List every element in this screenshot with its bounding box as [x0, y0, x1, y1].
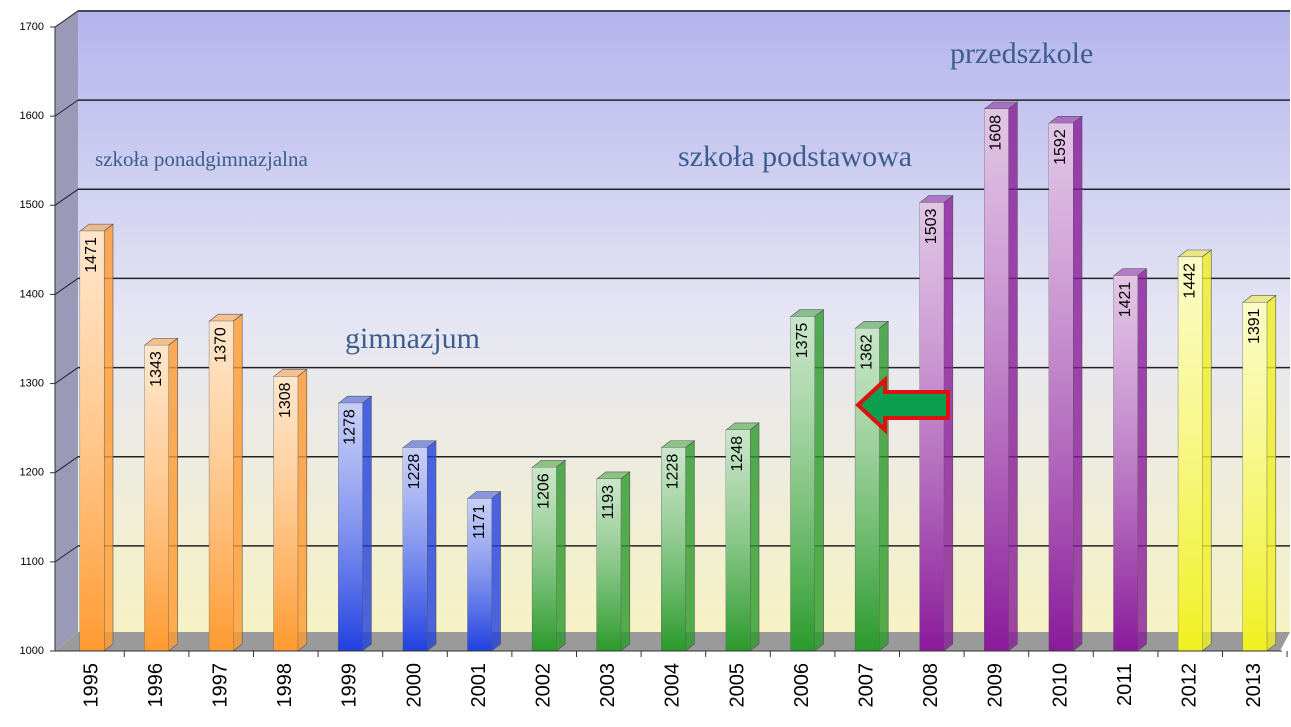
- x-tick-label: 2001: [468, 663, 490, 708]
- x-tick-label: 2006: [791, 663, 813, 708]
- bar-side: [1072, 115, 1083, 652]
- bar-shine: [790, 316, 815, 651]
- bar-side: [168, 337, 178, 652]
- side-wall: [55, 10, 78, 651]
- x-tick-label: 2010: [1049, 663, 1071, 708]
- value-label: 1308: [277, 382, 294, 418]
- grid-line: [54, 188, 79, 206]
- bar-shine: [532, 467, 557, 651]
- bar-shine: [144, 345, 169, 651]
- x-tick-label: 2007: [855, 663, 877, 708]
- bar-shine: [919, 202, 944, 651]
- value-label: 1391: [1246, 308, 1263, 344]
- x-tick-label: 1999: [339, 663, 361, 708]
- grid-line: [54, 99, 79, 117]
- arrow: [855, 375, 950, 435]
- bar-side: [362, 395, 372, 652]
- value-label: 1471: [83, 237, 100, 273]
- bar-side: [297, 368, 308, 652]
- value-label: 1362: [858, 334, 875, 370]
- bar-shine: [1178, 256, 1203, 651]
- y-tick-label: 1700: [20, 21, 44, 33]
- bar-side: [426, 440, 437, 652]
- bar-shine: [661, 447, 686, 651]
- bar-shine: [338, 403, 363, 651]
- x-tick-label: 1997: [209, 663, 231, 708]
- bar-shine: [984, 109, 1009, 652]
- x-tick-label: 2008: [920, 663, 942, 708]
- y-tick-label: 1200: [20, 467, 44, 479]
- bar-side: [620, 471, 631, 652]
- value-label: 1228: [406, 454, 423, 490]
- value-label: 1228: [665, 454, 682, 490]
- grid-line: [54, 545, 79, 563]
- y-tick-label: 1500: [20, 199, 44, 211]
- bar-shine: [596, 478, 621, 651]
- x-tick-label: 2000: [403, 663, 425, 708]
- value-label: 1608: [988, 115, 1005, 151]
- bar-shine: [1242, 302, 1267, 651]
- annotation: szkoła ponadgimnazjalna: [95, 147, 309, 171]
- bar-shine: [273, 376, 298, 651]
- value-label: 1442: [1181, 263, 1198, 299]
- annotation: przedszkole: [950, 37, 1093, 70]
- bar-side: [555, 459, 566, 652]
- x-tick-label: 2004: [662, 663, 684, 708]
- bar-side: [1201, 249, 1212, 652]
- y-tick-label: 1400: [20, 288, 44, 300]
- x-tick-label: 1996: [145, 663, 167, 708]
- x-tick-label: 2005: [726, 663, 748, 708]
- value-label: 1375: [794, 323, 811, 359]
- bar-side: [814, 309, 824, 652]
- bar-side: [103, 223, 114, 652]
- x-tick-label: 1998: [274, 663, 296, 708]
- bar-side: [1137, 268, 1147, 652]
- value-label: 1171: [471, 504, 488, 539]
- bar-side: [1008, 101, 1018, 652]
- y-tick-label: 1300: [20, 377, 44, 389]
- x-tick-label: 1995: [80, 663, 102, 708]
- grid-line: [54, 278, 79, 295]
- bar-shine: [726, 429, 750, 651]
- bar-side: [749, 422, 760, 652]
- x-tick-label: 2003: [597, 663, 619, 708]
- bar-shine: [467, 498, 492, 651]
- value-label: 1370: [212, 327, 229, 363]
- value-label: 1206: [535, 473, 552, 509]
- bar-side: [685, 440, 695, 652]
- grid-line: [54, 367, 79, 384]
- x-tick-label: 2002: [532, 663, 554, 708]
- y-tick-label: 1100: [20, 556, 44, 568]
- bar-side: [943, 194, 954, 652]
- value-label: 1248: [729, 436, 746, 472]
- bar-shine: [209, 321, 234, 651]
- bar-shine: [855, 328, 880, 651]
- annotation: szkoła podstawowa: [678, 140, 912, 173]
- bar-side: [1266, 294, 1277, 652]
- grid-line: [54, 10, 79, 28]
- x-tick-label: 2012: [1178, 663, 1200, 708]
- value-label: 1503: [923, 209, 940, 245]
- value-label: 1193: [600, 485, 617, 520]
- value-label: 1343: [148, 351, 165, 387]
- annotation: gimnazjum: [345, 322, 480, 355]
- x-tick-label: 2011: [1114, 663, 1136, 706]
- bar-side: [232, 313, 243, 652]
- bar-shine: [403, 447, 427, 651]
- y-tick-label: 1000: [20, 645, 44, 657]
- bar-side: [491, 490, 501, 652]
- bar-side: [878, 320, 889, 652]
- bar-shine: [80, 231, 104, 651]
- x-tick-label: 2013: [1243, 663, 1265, 708]
- bar-shine: [1049, 123, 1073, 651]
- bar-shine: [1113, 275, 1138, 651]
- grid-line: [54, 456, 79, 474]
- value-label: 1278: [342, 409, 359, 445]
- value-label: 1421: [1117, 282, 1134, 318]
- value-label: 1592: [1052, 129, 1069, 165]
- y-tick-label: 1600: [20, 110, 44, 122]
- x-tick-label: 2009: [985, 663, 1007, 708]
